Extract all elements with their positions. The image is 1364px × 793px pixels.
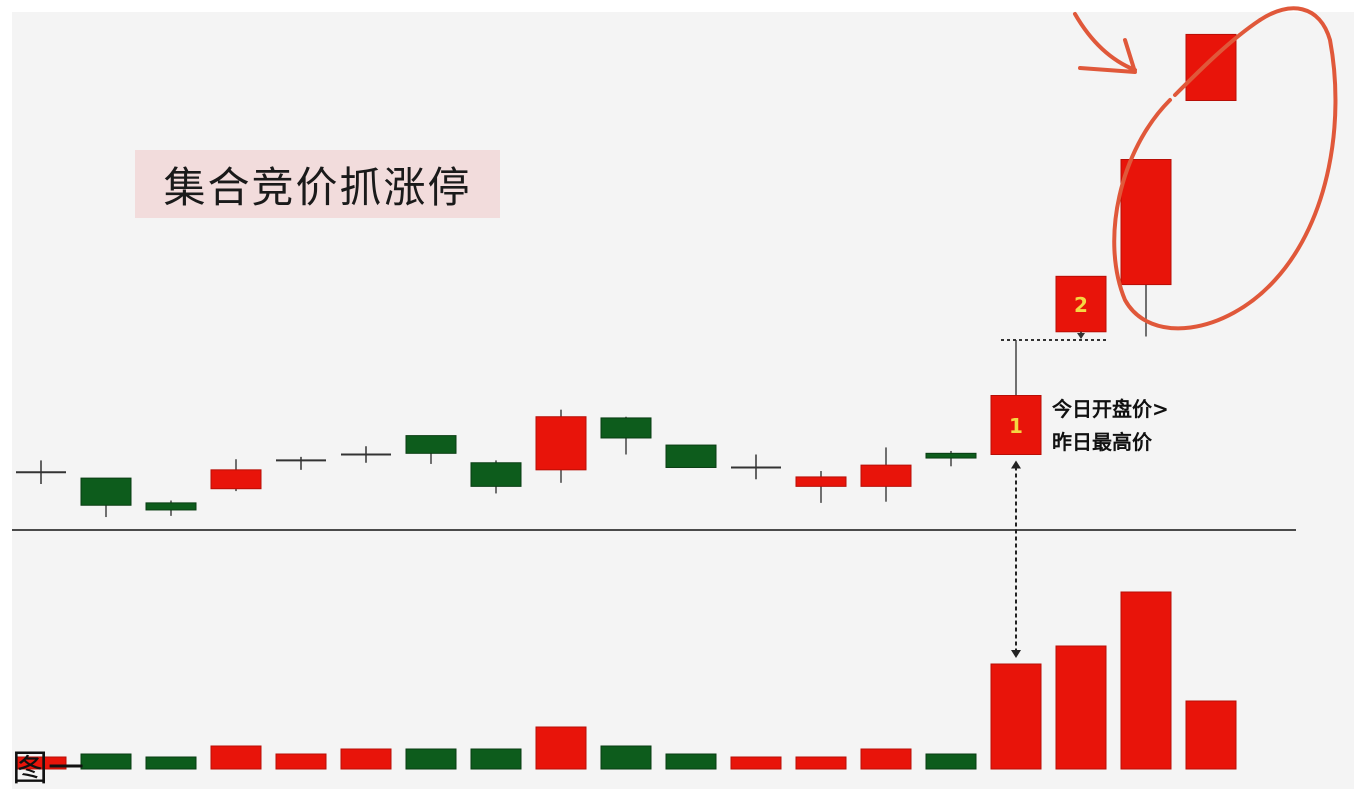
volume-bar-18 xyxy=(1120,591,1172,770)
volume-bar-8 xyxy=(470,748,522,770)
candle-3 xyxy=(145,500,197,516)
volume-bar-15 xyxy=(925,753,977,770)
candle-6 xyxy=(341,446,391,463)
candle-9 xyxy=(535,409,587,483)
candle-body xyxy=(80,477,132,506)
highlight-circle xyxy=(1112,6,1338,331)
candle-4 xyxy=(210,459,262,492)
volume-bar-10 xyxy=(600,745,652,770)
candle-8 xyxy=(470,460,522,494)
volume-layer xyxy=(15,591,1237,770)
candle-body xyxy=(210,469,262,490)
candle-body xyxy=(1055,275,1107,333)
candle-body xyxy=(925,452,977,459)
highlight-arrow-head xyxy=(1078,38,1137,74)
candle-body xyxy=(860,464,912,487)
volume-bar-16 xyxy=(990,663,1042,770)
overlay-layer xyxy=(1001,6,1338,658)
volume-bar-13 xyxy=(795,756,847,770)
candle-18 xyxy=(1120,159,1172,337)
volume-bar-14 xyxy=(860,748,912,770)
volume-bar-3 xyxy=(145,756,197,770)
volume-link-arrow-head-up xyxy=(1011,460,1021,469)
candle-10 xyxy=(600,416,652,455)
highlight-arrow xyxy=(1073,12,1137,72)
volume-bar-11 xyxy=(665,753,717,770)
candle-15 xyxy=(925,450,977,467)
volume-bar-2 xyxy=(80,753,132,770)
volume-bar-12 xyxy=(730,756,782,770)
volume-bar-6 xyxy=(340,748,392,770)
volume-bar-4 xyxy=(210,745,262,770)
volume-bar-5 xyxy=(275,753,327,770)
candle-body xyxy=(795,476,847,487)
volume-bar-19 xyxy=(1185,700,1237,770)
volume-bar-7 xyxy=(405,748,457,770)
candle-body xyxy=(145,502,197,511)
candles-layer: 12 xyxy=(16,33,1237,518)
candle-16: 1 xyxy=(990,340,1042,455)
volume-link-arrow-head-down xyxy=(1011,650,1021,658)
title-box: 集合竞价抓涨停 xyxy=(135,150,500,218)
candle-marker-1: 1 xyxy=(1009,414,1023,438)
volume-bar-17 xyxy=(1055,645,1107,770)
candle-11 xyxy=(665,444,717,468)
candle-13 xyxy=(795,471,847,503)
candle-17: 2 xyxy=(1055,275,1107,338)
figure-caption: 图一 xyxy=(12,748,85,789)
candle-14 xyxy=(860,447,912,502)
candle-body xyxy=(535,416,587,471)
candle-7 xyxy=(405,435,457,464)
candle-marker-2: 2 xyxy=(1074,293,1088,317)
annotation-line-1: 今日开盘价> xyxy=(1052,397,1169,421)
candle-body xyxy=(600,417,652,439)
annotation-line-2: 昨日最高价 xyxy=(1052,430,1152,454)
candle-2 xyxy=(80,477,132,518)
candle-body xyxy=(1120,159,1172,286)
candle-5 xyxy=(276,456,326,470)
chart-title: 集合竞价抓涨停 xyxy=(163,162,472,212)
volume-bar-9 xyxy=(535,726,587,770)
candle-body xyxy=(665,444,717,468)
candle-12 xyxy=(731,454,781,480)
candle-body xyxy=(405,435,457,454)
candle-body xyxy=(990,395,1042,455)
highlight-circle-tail xyxy=(1173,18,1262,97)
candle-body xyxy=(470,462,522,487)
gap-arrow-head xyxy=(1077,333,1085,340)
volume-bar-1 xyxy=(15,756,67,770)
candle-1 xyxy=(16,460,66,484)
